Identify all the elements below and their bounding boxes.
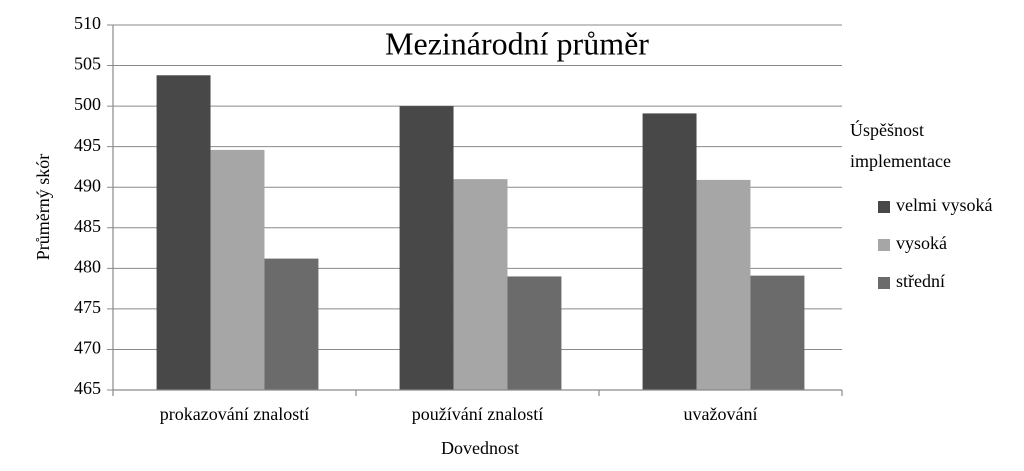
chart-title: Mezinárodní průměr xyxy=(385,25,649,61)
legend-swatch xyxy=(878,201,890,213)
y-tick-label: 495 xyxy=(74,135,101,155)
legend-swatch xyxy=(878,277,890,289)
bar xyxy=(750,275,805,390)
y-tick-label: 470 xyxy=(74,338,101,358)
x-tick-label: prokazování znalostí xyxy=(160,404,309,424)
y-tick-label: 490 xyxy=(74,175,101,195)
y-tick-label: 465 xyxy=(74,378,101,398)
legend-swatch xyxy=(878,239,890,251)
y-axis-label: Průměrný skór xyxy=(33,154,53,261)
bar xyxy=(264,258,319,390)
bar xyxy=(156,75,211,391)
y-tick-label: 510 xyxy=(74,13,101,33)
legend-title: Úspěšnost xyxy=(850,119,924,140)
bar xyxy=(507,276,562,390)
x-axis-label: Dovednost xyxy=(441,438,519,458)
bar xyxy=(453,179,508,390)
y-tick-label: 475 xyxy=(74,297,101,317)
y-tick-label: 505 xyxy=(74,54,101,74)
legend-label: velmi vysoká xyxy=(896,195,993,215)
bar xyxy=(210,149,265,390)
y-tick-label: 485 xyxy=(74,216,101,236)
legend-label: vysoká xyxy=(896,233,947,253)
legend-title: implementace xyxy=(850,151,951,171)
x-tick-label: používání znalostí xyxy=(412,404,543,424)
y-tick-label: 500 xyxy=(74,94,101,114)
bar xyxy=(696,179,751,390)
bar xyxy=(642,113,697,391)
bar xyxy=(399,106,454,390)
y-tick-label: 480 xyxy=(74,256,101,276)
legend-label: střední xyxy=(896,271,945,291)
x-tick-label: uvažování xyxy=(684,404,758,424)
